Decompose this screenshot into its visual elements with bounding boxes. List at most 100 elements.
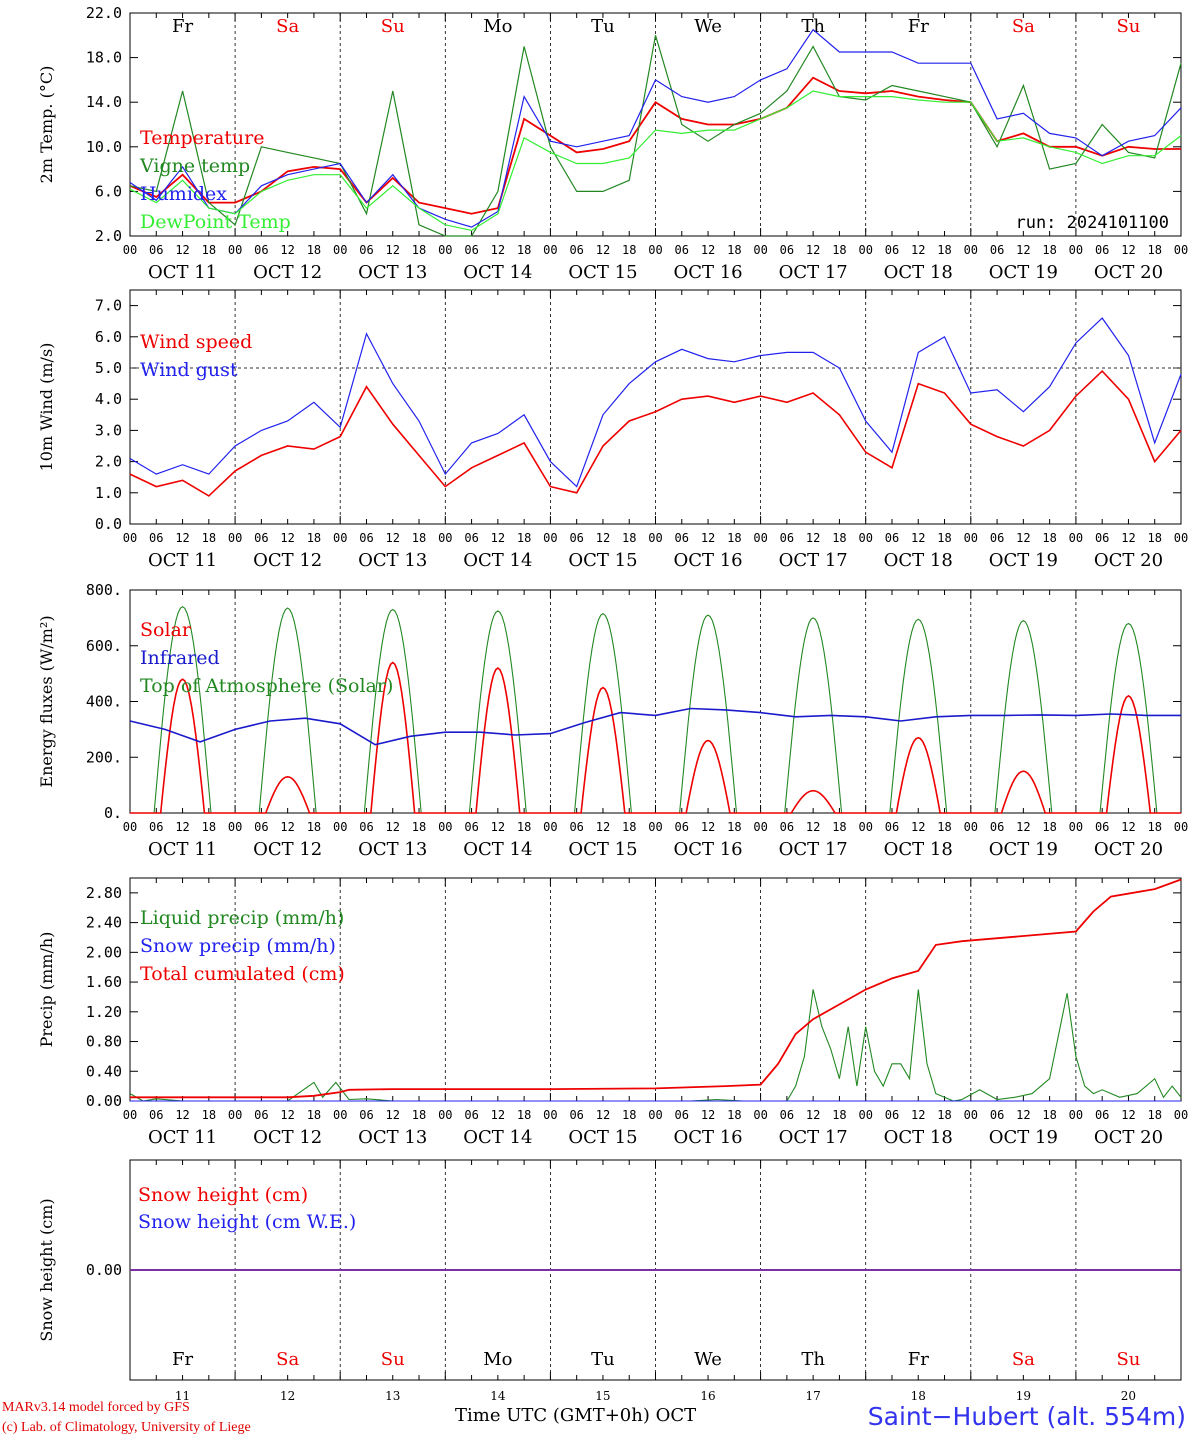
x-hour-tick-label: 00 [964,243,978,257]
x-day-label: OCT 14 [463,1127,532,1148]
series-line-infrared [129,707,1181,746]
y-axis-title: Precip (mm/h) [37,932,56,1048]
legend-entry: Temperature [140,127,264,149]
x-hour-tick-label: 18 [307,1108,321,1122]
x-hour-tick-label: 12 [596,531,610,545]
x-hour-tick-label: 00 [333,531,347,545]
x-hour-tick-label: 12 [1121,531,1135,545]
y-tick-label: 800. [86,581,122,599]
legend-entry: Infrared [140,647,220,669]
x-hour-tick-label: 06 [254,243,268,257]
x-hour-tick-label: 18 [937,1108,951,1122]
y-tick-label: 14.0 [86,93,122,111]
x-day-label: OCT 13 [358,550,427,571]
x-hour-tick-label: 18 [307,243,321,257]
x-hour-tick-label: 00 [753,820,767,834]
x-day-label: OCT 14 [463,839,532,860]
x-day-label: OCT 17 [779,262,848,283]
series-line-solar [130,661,1181,814]
y-tick-label: 0.00 [86,1261,122,1279]
day-number-label: 20 [1121,1389,1136,1403]
legend-entry: Snow height (cm) [138,1184,308,1206]
x-hour-tick-label: 12 [491,1108,505,1122]
x-hour-tick-label: 18 [517,243,531,257]
station-name: Saint−Hubert (alt. 554m) [867,1402,1186,1431]
x-hour-tick-label: 18 [517,1108,531,1122]
legend-entry: Solar [140,619,192,641]
x-hour-tick-label: 12 [596,243,610,257]
x-hour-tick-label: 18 [1042,820,1056,834]
y-tick-label: 4.0 [95,390,122,408]
day-number-label: 13 [385,1389,400,1403]
x-hour-tick-label: 00 [123,243,137,257]
x-hour-tick-label: 06 [780,531,794,545]
x-day-label: OCT 11 [148,839,217,860]
x-hour-tick-label: 18 [727,243,741,257]
y-tick-label: 1.60 [86,973,122,991]
y-axis-title: 10m Wind (m/s) [37,343,56,472]
series-line-2 [130,878,1182,1099]
weekday-label: Su [381,1349,405,1370]
x-hour-tick-label: 12 [1016,243,1030,257]
x-hour-tick-label: 18 [1147,243,1161,257]
x-hour-tick-label: 18 [1042,243,1056,257]
y-tick-label: 2.0 [95,227,122,245]
legend-entry: Liquid precip (mm/h) [140,907,344,929]
series-line-1 [129,317,1182,488]
x-hour-tick-label: 06 [359,531,373,545]
legend-entry: Snow precip (mm/h) [140,935,336,957]
x-day-label: OCT 16 [673,262,742,283]
weekday-label: Mo [483,16,512,37]
x-hour-tick-label: 18 [727,820,741,834]
x-hour-tick-label: 06 [990,531,1004,545]
day-number-label: 12 [280,1389,295,1403]
x-hour-tick-label: 06 [675,820,689,834]
x-hour-tick-label: 12 [806,1108,820,1122]
y-tick-label: 2.40 [86,914,122,932]
x-hour-tick-label: 12 [175,531,189,545]
x-hour-tick-label: 00 [438,1108,452,1122]
x-day-label: OCT 13 [358,1127,427,1148]
day-number-label: 14 [490,1389,506,1403]
x-hour-tick-label: 06 [1095,1108,1109,1122]
weekday-label: Su [1116,1349,1140,1370]
x-day-label: OCT 17 [779,839,848,860]
y-axis-title: Energy fluxes (W/m²) [37,615,56,787]
x-hour-tick-label: 12 [1016,1108,1030,1122]
y-tick-label: 6.0 [95,328,122,346]
panel-4: 00 06 12 18 00 06 12 18 00 06 12 18 00 06 12 18 00 06 12 18… [37,877,1188,1148]
x-hour-tick-label: 00 [858,243,872,257]
weekday-label: Fr [908,1349,929,1370]
series-line-0 [129,989,1182,1102]
x-hour-tick-label: 12 [1121,1108,1135,1122]
x-hour-tick-label: 12 [701,243,715,257]
x-day-label: OCT 18 [884,839,953,860]
x-hour-tick-label: 00 [753,243,767,257]
x-hour-tick-label: 06 [885,531,899,545]
x-hour-tick-label: 18 [622,531,636,545]
legend-entry: Wind gust [140,359,238,381]
x-day-label: OCT 12 [253,550,322,571]
x-hour-tick-label: 00 [753,531,767,545]
x-hour-tick-label: 00 [1069,1108,1083,1122]
weekday-label: Su [381,16,405,37]
x-hour-tick-label: 06 [1095,820,1109,834]
y-tick-label: 0. [104,804,122,822]
y-tick-label: 2.0 [95,453,122,471]
x-hour-tick-label: 12 [806,243,820,257]
weekday-label: Sa [1012,1349,1035,1370]
y-tick-label: 1.20 [86,1003,122,1021]
legend-entry: Total cumulated (cm) [140,963,345,985]
series-line-1 [129,35,1182,237]
x-hour-tick-label: 00 [228,531,242,545]
x-hour-tick-label: 00 [964,531,978,545]
x-hour-tick-label: 06 [464,531,478,545]
weekday-label: Su [1116,16,1140,37]
x-day-label: OCT 11 [148,550,217,571]
x-day-label: OCT 12 [253,839,322,860]
x-hour-tick-label: 06 [780,1108,794,1122]
x-day-label: OCT 11 [148,1127,217,1148]
x-day-label: OCT 19 [989,550,1058,571]
x-hour-tick-label: 18 [307,531,321,545]
